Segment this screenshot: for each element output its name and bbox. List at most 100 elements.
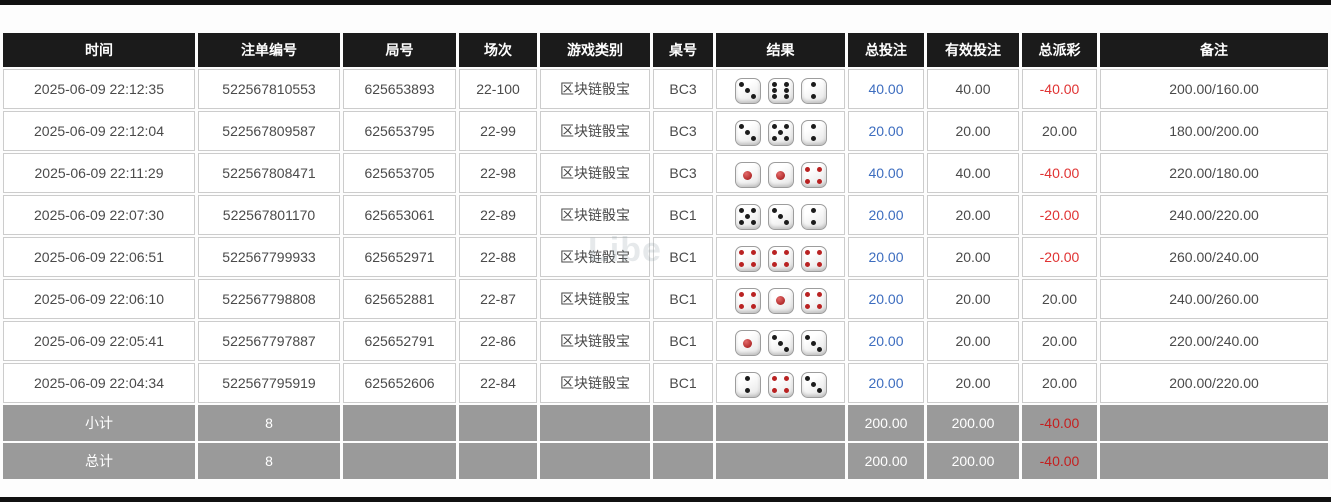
time-cell: 2025-06-09 22:12:04 (3, 111, 195, 151)
bet-record-row: 2025-06-09 22:06:10 522567798808 6256528… (3, 279, 1328, 319)
bet-id-cell: 522567795919 (198, 363, 340, 403)
summary-payout-cell: -40.00 (1022, 405, 1097, 441)
session-cell: 22-84 (459, 363, 537, 403)
summary-empty-cell (540, 405, 650, 441)
round-id-cell: 625653795 (343, 111, 456, 151)
summary-empty-cell (1100, 443, 1328, 479)
valid-bet-cell: 20.00 (927, 111, 1019, 151)
bet-id-cell: 522567798808 (198, 279, 340, 319)
summary-empty-cell (343, 405, 456, 441)
summary-empty-cell (459, 405, 537, 441)
die-4-icon (734, 245, 761, 272)
dice-result (734, 77, 827, 104)
header-row: 时间 注单编号 局号 场次 游戏类别 桌号 结果 总投注 有效投注 总派彩 备注 (3, 33, 1328, 67)
remark-cell: 240.00/260.00 (1100, 279, 1328, 319)
bottom-border-bar (0, 497, 1331, 502)
game-type-cell: 区块链骰宝 (540, 321, 650, 361)
die-1-icon (767, 162, 794, 189)
bet-id-cell: 522567810553 (198, 69, 340, 109)
result-cell (716, 195, 845, 235)
bet-records-table: 时间 注单编号 局号 场次 游戏类别 桌号 结果 总投注 有效投注 总派彩 备注… (0, 31, 1331, 481)
valid-bet-cell: 20.00 (927, 237, 1019, 277)
bet-id-cell: 522567799933 (198, 237, 340, 277)
summary-count-cell: 8 (198, 405, 340, 441)
summary-empty-cell (459, 443, 537, 479)
time-cell: 2025-06-09 22:06:10 (3, 279, 195, 319)
summary-empty-cell (653, 443, 713, 479)
total-bet-link[interactable]: 20.00 (848, 279, 924, 319)
bet-record-row: 2025-06-09 22:06:51 522567799933 6256529… (3, 237, 1328, 277)
col-header-game-type: 游戏类别 (540, 33, 650, 67)
die-4-icon (767, 245, 794, 272)
col-header-bet-id: 注单编号 (198, 33, 340, 67)
col-header-total-bet: 总投注 (848, 33, 924, 67)
session-cell: 22-88 (459, 237, 537, 277)
table-no-cell: BC1 (653, 321, 713, 361)
session-cell: 22-100 (459, 69, 537, 109)
round-id-cell: 625652881 (343, 279, 456, 319)
time-cell: 2025-06-09 22:12:35 (3, 69, 195, 109)
die-1-icon (734, 162, 761, 189)
game-type-cell: 区块链骰宝 (540, 153, 650, 193)
round-id-cell: 625653893 (343, 69, 456, 109)
bet-record-row: 2025-06-09 22:07:30 522567801170 6256530… (3, 195, 1328, 235)
die-3-icon (800, 371, 827, 398)
dice-result (734, 330, 827, 357)
col-header-session: 场次 (459, 33, 537, 67)
die-6-icon (767, 77, 794, 104)
die-2-icon (800, 77, 827, 104)
die-4-icon (767, 371, 794, 398)
bet-id-cell: 522567797887 (198, 321, 340, 361)
remark-cell: 220.00/180.00 (1100, 153, 1328, 193)
bet-id-cell: 522567801170 (198, 195, 340, 235)
bet-record-row: 2025-06-09 22:11:29 522567808471 6256537… (3, 153, 1328, 193)
game-type-cell: 区块链骰宝 (540, 111, 650, 151)
summary-empty-cell (1100, 405, 1328, 441)
total-bet-link[interactable]: 20.00 (848, 111, 924, 151)
payout-cell: -40.00 (1022, 69, 1097, 109)
summary-label-cell: 总计 (3, 443, 195, 479)
remark-cell: 260.00/240.00 (1100, 237, 1328, 277)
table-no-cell: BC3 (653, 153, 713, 193)
payout-cell: -40.00 (1022, 153, 1097, 193)
die-3-icon (767, 330, 794, 357)
game-type-cell: 区块链骰宝 (540, 69, 650, 109)
total-bet-link[interactable]: 20.00 (848, 237, 924, 277)
die-1-icon (734, 330, 761, 357)
die-4-icon (734, 287, 761, 314)
total-bet-link[interactable]: 20.00 (848, 195, 924, 235)
total-bet-link[interactable]: 40.00 (848, 69, 924, 109)
payout-cell: -20.00 (1022, 237, 1097, 277)
result-cell (716, 153, 845, 193)
bet-record-row: 2025-06-09 22:12:35 522567810553 6256538… (3, 69, 1328, 109)
remark-cell: 220.00/240.00 (1100, 321, 1328, 361)
col-header-payout: 总派彩 (1022, 33, 1097, 67)
summary-total-bet-cell: 200.00 (848, 443, 924, 479)
total-bet-link[interactable]: 20.00 (848, 321, 924, 361)
bet-record-row: 2025-06-09 22:12:04 522567809587 6256537… (3, 111, 1328, 151)
summary-count-cell: 8 (198, 443, 340, 479)
valid-bet-cell: 20.00 (927, 279, 1019, 319)
payout-cell: 20.00 (1022, 111, 1097, 151)
table-no-cell: BC3 (653, 69, 713, 109)
summary-row: 小计 8 200.00 200.00 -40.00 (3, 405, 1328, 441)
summary-payout-cell: -40.00 (1022, 443, 1097, 479)
time-cell: 2025-06-09 22:04:34 (3, 363, 195, 403)
col-header-round-id: 局号 (343, 33, 456, 67)
session-cell: 22-98 (459, 153, 537, 193)
payout-cell: 20.00 (1022, 321, 1097, 361)
summary-valid-bet-cell: 200.00 (927, 443, 1019, 479)
valid-bet-cell: 40.00 (927, 69, 1019, 109)
valid-bet-cell: 40.00 (927, 153, 1019, 193)
total-bet-link[interactable]: 20.00 (848, 363, 924, 403)
total-bet-link[interactable]: 40.00 (848, 153, 924, 193)
valid-bet-cell: 20.00 (927, 195, 1019, 235)
die-3-icon (734, 119, 761, 146)
valid-bet-cell: 20.00 (927, 321, 1019, 361)
result-cell (716, 237, 845, 277)
valid-bet-cell: 20.00 (927, 363, 1019, 403)
col-header-table-no: 桌号 (653, 33, 713, 67)
payout-cell: 20.00 (1022, 363, 1097, 403)
summary-label-cell: 小计 (3, 405, 195, 441)
remark-cell: 180.00/200.00 (1100, 111, 1328, 151)
